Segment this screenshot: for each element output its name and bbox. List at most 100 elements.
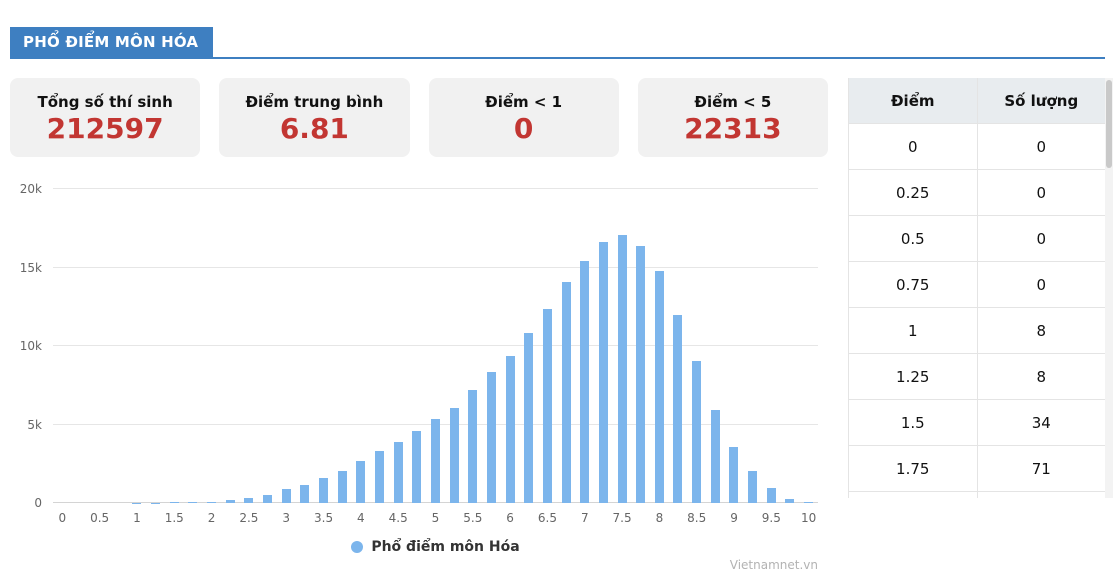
table-cell: 0.5 bbox=[849, 216, 978, 261]
x-axis-tick-label: 3 bbox=[282, 511, 291, 525]
page-title: PHỔ ĐIỂM MÔN HÓA bbox=[10, 27, 214, 57]
bar-x-2.75[interactable] bbox=[263, 495, 273, 503]
bar-slot bbox=[445, 189, 464, 503]
y-axis-tick-label: 0 bbox=[34, 496, 42, 510]
bar-x-4.75[interactable] bbox=[412, 431, 422, 503]
y-gridline bbox=[53, 188, 818, 189]
bar-x-5.75[interactable] bbox=[486, 372, 496, 503]
table-scrollbar-thumb[interactable] bbox=[1106, 80, 1112, 168]
table-cell: 8 bbox=[1036, 367, 1047, 386]
bar-x-8.25[interactable] bbox=[673, 314, 683, 503]
y-axis-tick-label: 5k bbox=[27, 417, 42, 432]
bar-slot bbox=[314, 189, 333, 503]
bar-slot bbox=[370, 189, 389, 503]
y-gridline bbox=[53, 345, 818, 346]
bar-x-5.5[interactable] bbox=[468, 390, 478, 503]
bar-x-9[interactable] bbox=[729, 446, 739, 503]
table-cell bbox=[849, 492, 978, 498]
x-axis-tick-label: 1.5 bbox=[164, 511, 184, 525]
bar-x-8.75[interactable] bbox=[710, 409, 720, 503]
table-row: 1.75 71 bbox=[849, 446, 1105, 492]
bar-x-9.25[interactable] bbox=[748, 470, 758, 503]
bar-x-5[interactable] bbox=[430, 418, 440, 503]
bar-slot bbox=[762, 189, 781, 503]
bar-slot bbox=[240, 189, 259, 503]
bar-x-8.5[interactable] bbox=[692, 360, 702, 503]
bar-x-3.25[interactable] bbox=[300, 485, 310, 503]
bar-x-4.25[interactable] bbox=[374, 450, 384, 503]
bar-x-8[interactable] bbox=[654, 270, 664, 503]
bar-slot bbox=[463, 189, 482, 503]
stat-card-below-one: Điểm < 1 0 bbox=[428, 78, 619, 157]
bar-slot bbox=[146, 189, 165, 503]
bar-x-2.25[interactable] bbox=[225, 499, 235, 503]
stat-label: Điểm < 1 bbox=[485, 92, 563, 111]
table-row: 0.75 0 bbox=[849, 262, 1105, 308]
table-cell: 71 bbox=[1031, 459, 1051, 478]
stats-row: Tổng số thí sinh 212597 Điểm trung bình … bbox=[10, 78, 828, 157]
table-cell: 0 bbox=[1036, 229, 1047, 248]
bar-x-4.5[interactable] bbox=[393, 442, 403, 503]
bar-x-4[interactable] bbox=[356, 461, 366, 503]
bar-slot bbox=[725, 189, 744, 503]
bar-slot bbox=[90, 189, 109, 503]
x-axis-tick-label: 10 bbox=[801, 511, 817, 525]
bar-slot bbox=[706, 189, 725, 503]
x-axis-tick-label: 0 bbox=[58, 511, 67, 525]
bar-slot bbox=[128, 189, 147, 503]
bar-slot bbox=[594, 189, 613, 503]
table-scrollbar[interactable] bbox=[1105, 78, 1113, 498]
bar-x-2.5[interactable] bbox=[244, 497, 254, 503]
bar-x-7[interactable] bbox=[580, 261, 590, 503]
stat-value: 212597 bbox=[46, 111, 164, 145]
bar-x-7.75[interactable] bbox=[636, 246, 646, 503]
bar-slot bbox=[501, 189, 520, 503]
y-gridline bbox=[53, 266, 818, 268]
x-axis-tick-label: 2 bbox=[207, 511, 216, 525]
bar-x-3.5[interactable] bbox=[319, 477, 329, 503]
bar-x-6[interactable] bbox=[505, 355, 515, 503]
y-axis-tick-label: 20k bbox=[19, 182, 42, 196]
table-row: 0.5 0 bbox=[849, 216, 1105, 262]
bar-x-3.75[interactable] bbox=[337, 470, 347, 503]
table-row: 1.25 8 bbox=[849, 354, 1105, 400]
bar-slot bbox=[258, 189, 277, 503]
bar-x-7.5[interactable] bbox=[617, 234, 627, 503]
chart-legend[interactable]: Phổ điểm môn Hóa bbox=[53, 539, 818, 555]
x-axis-tick-label: 4 bbox=[357, 511, 365, 525]
bar-x-5.25[interactable] bbox=[449, 408, 459, 503]
bar-slot bbox=[631, 189, 650, 503]
bar-x-6.25[interactable] bbox=[524, 332, 534, 503]
bar-x-3[interactable] bbox=[281, 489, 291, 503]
bar-x-10[interactable] bbox=[804, 502, 814, 503]
x-axis-tick-label: 5 bbox=[431, 511, 440, 525]
bar-slot bbox=[575, 189, 594, 503]
bar-x-1.75[interactable] bbox=[188, 501, 198, 503]
stat-label: Tổng số thí sinh bbox=[37, 92, 173, 111]
bar-x-1.5[interactable] bbox=[169, 502, 179, 503]
bar-x-9.75[interactable] bbox=[785, 498, 795, 503]
y-axis-tick-label: 10k bbox=[19, 339, 42, 353]
table-cell: 0 bbox=[1036, 183, 1047, 202]
x-axis-tick-label: 1 bbox=[133, 511, 141, 525]
bar-x-2[interactable] bbox=[207, 501, 217, 503]
bar-x-9.5[interactable] bbox=[766, 488, 776, 503]
bar-x-6.75[interactable] bbox=[561, 281, 571, 503]
bar-slot bbox=[613, 189, 632, 503]
bar-x-6.5[interactable] bbox=[542, 309, 552, 503]
bar-slot bbox=[407, 189, 426, 503]
bar-slot bbox=[333, 189, 352, 503]
bar-x-7.25[interactable] bbox=[598, 242, 608, 503]
y-axis-tick-label: 15k bbox=[19, 260, 42, 275]
bar-slot bbox=[109, 189, 128, 503]
bar-chart-plot-area: 0 5k 10k 15k 20k bbox=[20, 182, 818, 510]
stat-card-average-score: Điểm trung bình 6.81 bbox=[219, 78, 410, 157]
table-cell: 0 bbox=[1036, 275, 1047, 294]
x-axis-tick-label: 6.5 bbox=[537, 511, 557, 525]
x-axis-tick-label: 7 bbox=[580, 511, 589, 525]
score-table: Điểm Số lượng 0 0 0.25 0 0.5 0 0.75 0 1 8 1.25 8 1.5… bbox=[848, 78, 1105, 498]
table-row: 0.25 0 bbox=[849, 170, 1105, 216]
table-header-quantity: Số lượng bbox=[1004, 91, 1079, 110]
